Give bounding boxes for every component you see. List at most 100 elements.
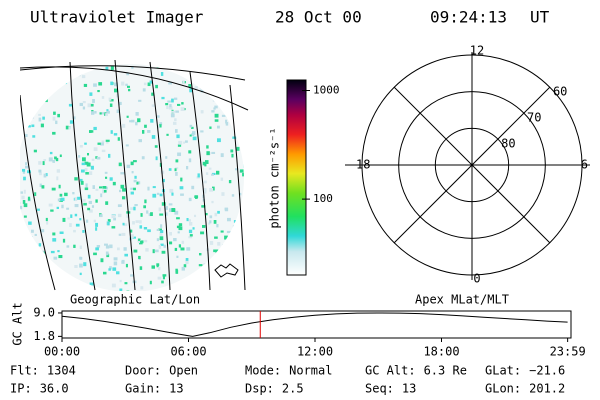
image-pixel <box>37 266 42 271</box>
image-pixel <box>175 110 179 113</box>
image-pixel <box>22 200 26 204</box>
image-pixel <box>124 253 128 257</box>
image-pixel <box>191 185 195 190</box>
image-pixel <box>176 255 179 258</box>
image-pixel <box>95 227 98 231</box>
image-pixel <box>93 252 97 256</box>
image-pixel <box>96 245 101 248</box>
image-pixel <box>95 156 98 159</box>
image-pixel <box>239 99 243 102</box>
image-pixel <box>177 287 180 291</box>
image-pixel <box>215 249 219 253</box>
info-label: GC Alt: <box>365 364 416 378</box>
image-pixel <box>20 284 21 289</box>
image-pixel <box>79 145 83 148</box>
image-pixel <box>233 220 238 223</box>
image-pixel <box>120 172 125 175</box>
info-label: Seq: <box>365 382 394 396</box>
image-pixel <box>69 120 74 124</box>
image-pixel <box>139 225 143 229</box>
image-pixel <box>103 190 107 193</box>
image-pixel <box>220 177 224 181</box>
image-pixel <box>228 180 232 184</box>
image-pixel <box>228 241 232 246</box>
image-pixel <box>164 212 168 216</box>
image-pixel <box>227 217 231 222</box>
image-pixel <box>151 104 156 107</box>
image-pixel <box>102 186 107 189</box>
image-pixel <box>20 78 23 82</box>
image-pixel <box>216 224 219 228</box>
image-pixel <box>169 208 173 212</box>
image-pixel <box>178 223 183 227</box>
image-pixel <box>22 97 26 100</box>
image-pixel <box>238 287 242 291</box>
image-pixel <box>174 64 177 69</box>
image-pixel <box>86 162 91 167</box>
image-pixel <box>73 244 76 248</box>
colorbar-label: photon cm⁻²s⁻¹ <box>268 127 282 228</box>
image-pixel <box>214 113 219 118</box>
image-pixel <box>212 186 215 191</box>
image-pixel <box>70 214 73 218</box>
image-pixel <box>109 99 114 102</box>
image-pixel <box>246 184 249 187</box>
image-pixel <box>123 247 127 251</box>
image-pixel <box>229 74 233 77</box>
image-pixel <box>189 222 193 226</box>
image-pixel <box>126 115 129 118</box>
image-pixel <box>188 158 192 163</box>
image-pixel <box>127 85 130 88</box>
image-pixel <box>130 161 134 166</box>
image-pixel <box>192 136 197 141</box>
image-pixel <box>105 245 110 249</box>
image-pixel <box>112 267 117 271</box>
image-pixel <box>176 217 180 220</box>
image-pixel <box>116 271 120 275</box>
polar-caption: Apex MLat/MLT <box>415 293 509 307</box>
image-pixel <box>78 73 81 77</box>
image-pixel <box>166 106 169 110</box>
image-pixel <box>186 218 189 222</box>
image-pixel <box>72 192 75 195</box>
image-pixel <box>132 236 137 239</box>
image-pixel <box>130 191 134 195</box>
image-pixel <box>225 94 228 97</box>
meridian <box>20 94 56 291</box>
image-pixel <box>218 255 222 260</box>
image-pixel <box>228 69 232 72</box>
image-pixel <box>130 119 135 123</box>
image-pixel <box>84 161 89 165</box>
image-pixel <box>109 177 113 181</box>
image-pixel <box>168 168 172 171</box>
image-pixel <box>91 158 95 161</box>
image-pixel <box>159 124 162 128</box>
image-pixel <box>17 188 19 191</box>
image-pixel <box>28 92 32 97</box>
image-pixel <box>162 274 167 277</box>
x-tick-label: 18:00 <box>423 345 459 359</box>
image-pixel <box>194 214 197 218</box>
image-pixel <box>173 238 177 242</box>
image-pixel <box>119 189 122 193</box>
image-pixel <box>20 191 24 194</box>
altitude-ylabel: GC Alt <box>11 302 25 345</box>
image-pixel <box>20 290 22 291</box>
image-pixel <box>209 215 213 219</box>
image-pixel <box>84 168 88 172</box>
image-pixel <box>41 250 45 254</box>
image-pixel <box>81 75 86 79</box>
image-pixel <box>55 120 58 125</box>
image-pixel <box>39 183 42 188</box>
image-pixel <box>145 248 149 252</box>
image-pixel <box>84 187 89 191</box>
image-pixel <box>79 102 84 107</box>
image-pixel <box>160 224 163 228</box>
image-pixel <box>79 272 82 276</box>
image-pixel <box>52 238 57 242</box>
horizon-line <box>20 66 249 111</box>
image-pixel <box>226 230 231 234</box>
image-pixel <box>118 233 122 236</box>
image-disk <box>20 64 244 291</box>
